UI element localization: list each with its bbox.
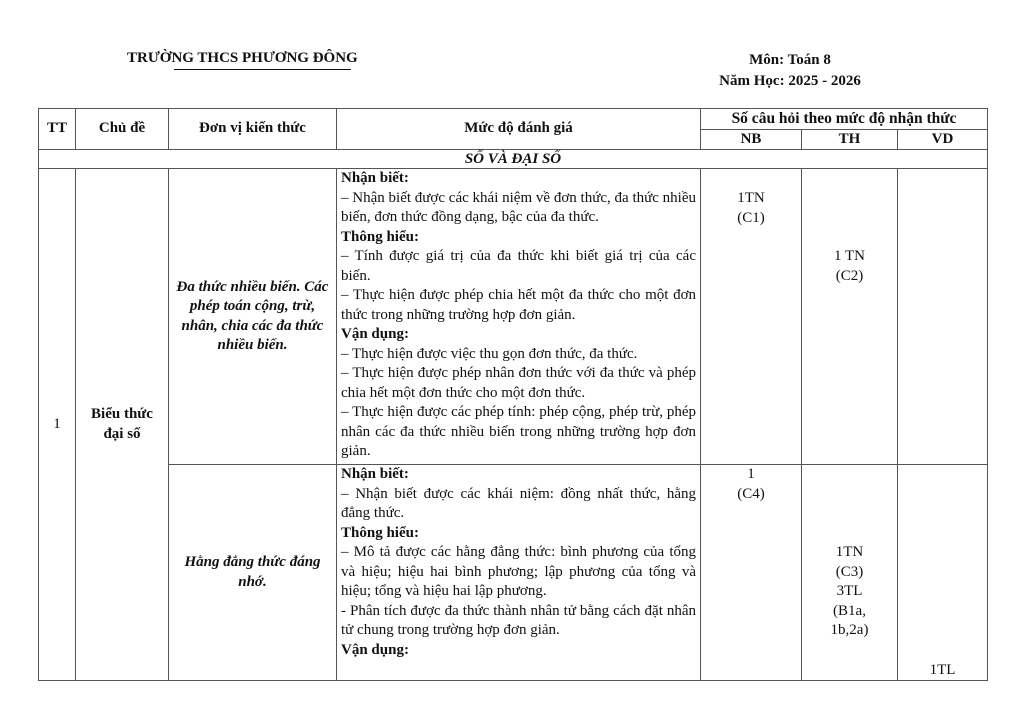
unit-name: Đa thức nhiều biến. Các phép toán cộng, … — [168, 168, 337, 465]
header-th: TH — [801, 128, 898, 150]
level-heading: Nhận biết: — [341, 170, 409, 186]
underline — [174, 69, 351, 70]
unit-description: Nhận biết: – Nhận biết được các khái niệm… — [336, 168, 701, 465]
level-heading: Vận dụng: — [341, 641, 409, 658]
level-heading: Vận dụng: — [341, 326, 409, 342]
th-value: (C3) — [835, 563, 864, 580]
school-name-text: TRƯỜNG THCS PHƯƠNG ĐÔNG — [127, 50, 358, 66]
criterion-text: - Phân tích được đa thức thành nhân tử b… — [341, 602, 696, 639]
level-heading: Thông hiểu: — [341, 228, 419, 245]
header-nb: NB — [700, 128, 802, 150]
header-topic: Chủ đề — [75, 108, 169, 150]
th-value: (B1a, — [833, 602, 866, 619]
subject-info: Môn: Toán 8 Năm Học: 2025 - 2026 — [690, 50, 890, 92]
school-year: Năm Học: 2025 - 2026 — [719, 73, 861, 89]
nb-value: 1TN — [737, 190, 765, 206]
nb-value: 1 — [747, 466, 755, 482]
nb-count: 1 (C4) — [700, 464, 802, 681]
criterion-text: – Tính được giá trị của đa thức khi biết… — [341, 248, 696, 284]
vd-count: 1TL — [897, 464, 988, 681]
header-vd: VD — [897, 128, 988, 150]
criterion-text: – Mô tả được các hằng đẳng thức: bình ph… — [341, 544, 696, 599]
unit-name: Hằng đẳng thức đáng nhớ. — [168, 464, 337, 681]
th-value: (C2) — [835, 267, 864, 284]
section-title: SỐ VÀ ĐẠI SỐ — [38, 149, 988, 169]
th-count: 1 TN (C2) — [801, 168, 898, 465]
nb-count: 1TN (C1) — [700, 168, 802, 465]
criterion-text: – Nhận biết được các khái niệm về đơn th… — [341, 189, 696, 226]
row-topic: Biểu thức đại số — [75, 168, 169, 681]
th-count: 1TN (C3) 3TL (B1a, 1b,2a) — [801, 464, 898, 681]
header-count: Số câu hỏi theo mức độ nhận thức — [700, 108, 988, 130]
header-level: Mức độ đánh giá — [336, 108, 701, 150]
th-value: 3TL — [836, 583, 863, 599]
subject: Môn: Toán 8 — [749, 52, 831, 68]
assessment-table: TT Chủ đề Đơn vị kiến thức Mức độ đánh g… — [38, 108, 988, 681]
nb-value: (C4) — [737, 485, 765, 502]
th-value: 1TN — [835, 544, 864, 560]
vd-count — [897, 168, 988, 465]
row-tt: 1 — [38, 168, 76, 681]
header-tt: TT — [38, 108, 76, 150]
unit-description: Nhận biết: – Nhận biết được các khái niệm… — [336, 464, 701, 681]
criterion-text: – Thực hiện được việc thu gọn đơn thức, … — [341, 345, 638, 362]
criterion-text: – Thực hiện được phép nhân đơn thức với … — [341, 365, 696, 401]
th-value: 1b,2a) — [830, 622, 869, 638]
level-heading: Nhận biết: — [341, 466, 409, 482]
level-heading: Thông hiểu: — [341, 524, 419, 541]
criterion-text: – Thực hiện được các phép tính: phép cộn… — [341, 404, 696, 459]
criterion-text: – Nhận biết được các khái niệm: đồng nhấ… — [341, 485, 696, 522]
nb-value: (C1) — [737, 209, 765, 226]
th-value: 1 TN — [834, 248, 865, 264]
criterion-text: – Thực hiện được phép chia hết một đa th… — [341, 287, 696, 323]
vd-value: 1TL — [929, 661, 956, 678]
school-name: TRƯỜNG THCS PHƯƠNG ĐÔNG — [127, 50, 358, 70]
header-unit: Đơn vị kiến thức — [168, 108, 337, 150]
